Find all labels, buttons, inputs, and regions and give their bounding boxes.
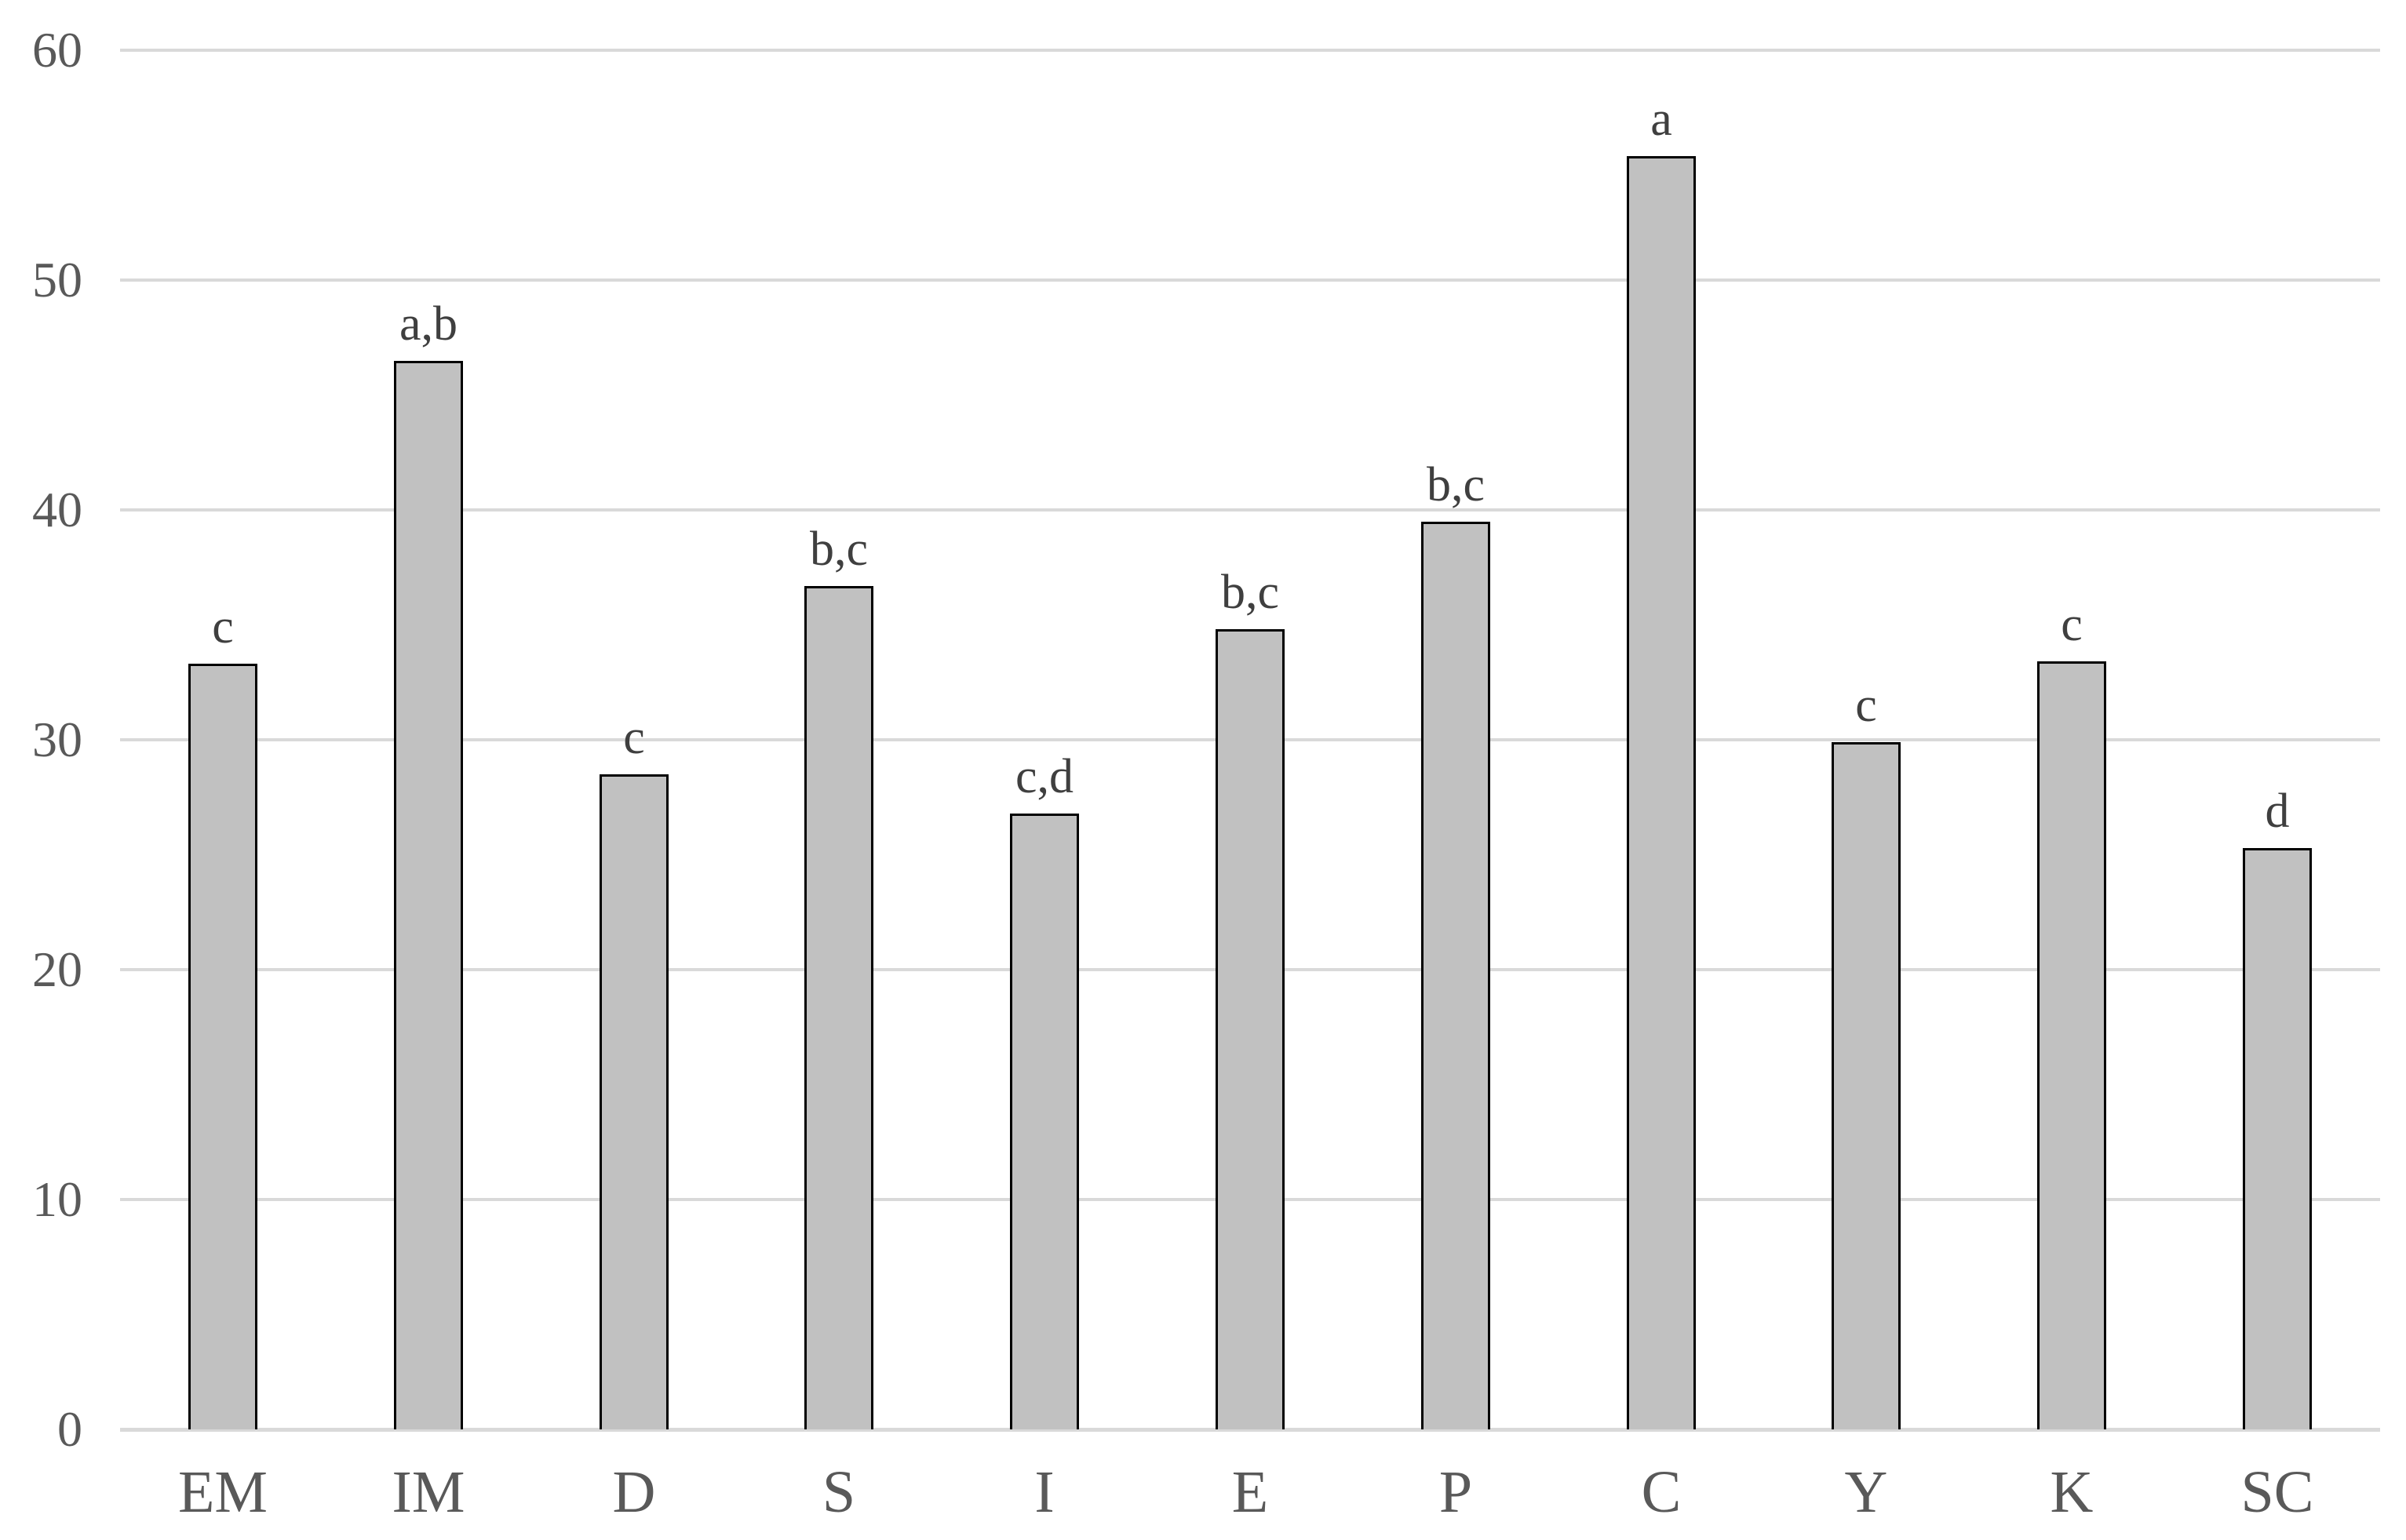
bar-annotation: a,b bbox=[399, 297, 458, 351]
x-axis-category-label: Y bbox=[1844, 1459, 1888, 1525]
bar-annotation: a bbox=[1650, 93, 1672, 146]
y-axis-tick-label: 10 bbox=[32, 1171, 82, 1227]
y-axis-tick-label: 0 bbox=[57, 1401, 82, 1457]
x-axis-category-label: C bbox=[1641, 1459, 1682, 1525]
bar-annotation: d bbox=[2265, 785, 2290, 838]
bar-E bbox=[1216, 629, 1285, 1429]
x-axis-category-label: P bbox=[1438, 1459, 1473, 1525]
x-axis-category-label: EM bbox=[178, 1459, 268, 1525]
bar-annotation: b,c bbox=[1426, 458, 1486, 512]
bar-annotation: c,d bbox=[1015, 750, 1074, 803]
y-axis-tick-label: 50 bbox=[32, 252, 82, 308]
y-axis-tick-label: 60 bbox=[32, 22, 82, 78]
bar-annotation: b,c bbox=[1220, 566, 1280, 619]
x-axis-category-label: I bbox=[1034, 1459, 1055, 1525]
bar-EM bbox=[188, 664, 257, 1429]
x-axis-category-label: IM bbox=[392, 1459, 465, 1525]
bar-annotation: c bbox=[623, 711, 645, 764]
bar-annotation: b,c bbox=[809, 522, 869, 576]
x-axis-line bbox=[120, 1428, 2380, 1432]
y-axis-tick-label: 40 bbox=[32, 482, 82, 537]
bar-annotation: c bbox=[212, 600, 234, 653]
x-axis-category-label: SC bbox=[2240, 1459, 2314, 1525]
bar-K bbox=[2037, 661, 2106, 1429]
bar-P bbox=[1421, 522, 1490, 1429]
x-axis-category-label: S bbox=[822, 1459, 856, 1525]
bar-SC bbox=[2243, 848, 2312, 1429]
x-axis-category-label: D bbox=[612, 1459, 656, 1525]
x-axis-category-label: K bbox=[2050, 1459, 2094, 1525]
bar-IM bbox=[394, 361, 463, 1429]
bar-annotation: c bbox=[1855, 679, 1877, 732]
bar-D bbox=[600, 774, 669, 1429]
bar-annotation: c bbox=[2061, 598, 2083, 651]
y-axis-tick-label: 30 bbox=[32, 712, 82, 767]
bar-Y bbox=[1832, 742, 1901, 1429]
y-axis-tick-label: 20 bbox=[32, 941, 82, 997]
gridline bbox=[120, 279, 2380, 282]
x-axis-category-label: E bbox=[1231, 1459, 1269, 1525]
bar-S bbox=[804, 586, 873, 1429]
gridline bbox=[120, 49, 2380, 52]
bar-I bbox=[1010, 814, 1079, 1429]
bar-C bbox=[1627, 156, 1696, 1429]
gridline bbox=[120, 508, 2380, 512]
